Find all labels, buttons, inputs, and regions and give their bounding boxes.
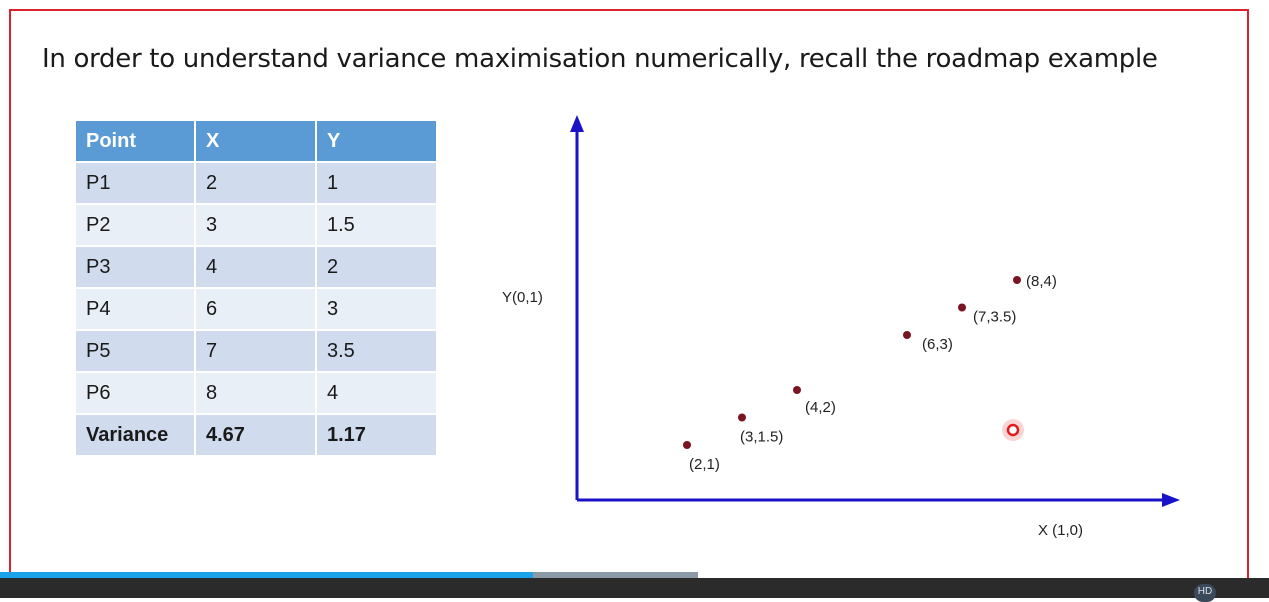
points-table: Point X Y P1 2 1 P2 3 1.5 P3 4 2 P4 6 3 … bbox=[74, 119, 438, 457]
player-controls-bar bbox=[0, 578, 1269, 598]
cursor-pointer bbox=[1002, 419, 1024, 441]
data-point-label: (3,1.5) bbox=[740, 429, 783, 446]
data-point bbox=[1013, 276, 1021, 284]
variance-row: Variance 4.67 1.17 bbox=[76, 415, 436, 455]
cell-x: 8 bbox=[196, 373, 315, 413]
slide-title: In order to understand variance maximisa… bbox=[42, 44, 1158, 74]
plot-marks: (2,1) (3,1.5) (4,2) (6,3) (7,3.5) (8,4) bbox=[683, 273, 1057, 473]
plot-axes bbox=[570, 115, 1180, 507]
data-point-label: (4,2) bbox=[805, 399, 836, 416]
table-header-row: Point X Y bbox=[76, 121, 436, 161]
cell-x: 6 bbox=[196, 289, 315, 329]
progress-played bbox=[0, 572, 533, 578]
data-point bbox=[738, 413, 746, 422]
x-axis-arrow bbox=[1162, 493, 1180, 507]
header-point: Point bbox=[76, 121, 194, 161]
cell-y: 3 bbox=[317, 289, 436, 329]
table-row: P5 7 3.5 bbox=[76, 331, 436, 371]
y-axis-label: Y(0,1) bbox=[502, 289, 543, 306]
cell-point: P2 bbox=[76, 205, 194, 245]
video-progress-bar[interactable] bbox=[0, 572, 1269, 578]
data-point bbox=[903, 331, 911, 339]
cell-point: P4 bbox=[76, 289, 194, 329]
variance-x: 4.67 bbox=[196, 415, 315, 455]
variance-label: Variance bbox=[76, 415, 194, 455]
cell-y: 2 bbox=[317, 247, 436, 287]
data-point bbox=[683, 441, 691, 449]
cell-y: 3.5 bbox=[317, 331, 436, 371]
data-point bbox=[793, 386, 801, 394]
x-axis-label: X (1,0) bbox=[1038, 522, 1083, 539]
table-row: P2 3 1.5 bbox=[76, 205, 436, 245]
data-point bbox=[958, 303, 966, 312]
data-point-label: (8,4) bbox=[1026, 273, 1057, 290]
header-y: Y bbox=[317, 121, 436, 161]
cell-y: 1 bbox=[317, 163, 436, 203]
cell-x: 4 bbox=[196, 247, 315, 287]
table-row: P6 8 4 bbox=[76, 373, 436, 413]
cell-y: 4 bbox=[317, 373, 436, 413]
cell-y: 1.5 bbox=[317, 205, 436, 245]
table-row: P3 4 2 bbox=[76, 247, 436, 287]
data-point-label: (6,3) bbox=[922, 336, 953, 353]
y-axis-arrow bbox=[570, 115, 584, 132]
table-row: P1 2 1 bbox=[76, 163, 436, 203]
data-point-label: (7,3.5) bbox=[973, 309, 1016, 326]
hd-badge[interactable]: HD bbox=[1194, 584, 1216, 602]
cell-point: P3 bbox=[76, 247, 194, 287]
cell-x: 3 bbox=[196, 205, 315, 245]
cell-point: P6 bbox=[76, 373, 194, 413]
variance-y: 1.17 bbox=[317, 415, 436, 455]
cell-point: P1 bbox=[76, 163, 194, 203]
header-x: X bbox=[196, 121, 315, 161]
cell-x: 2 bbox=[196, 163, 315, 203]
data-point-label: (2,1) bbox=[689, 456, 720, 473]
table-row: P4 6 3 bbox=[76, 289, 436, 329]
cell-x: 7 bbox=[196, 331, 315, 371]
cell-point: P5 bbox=[76, 331, 194, 371]
